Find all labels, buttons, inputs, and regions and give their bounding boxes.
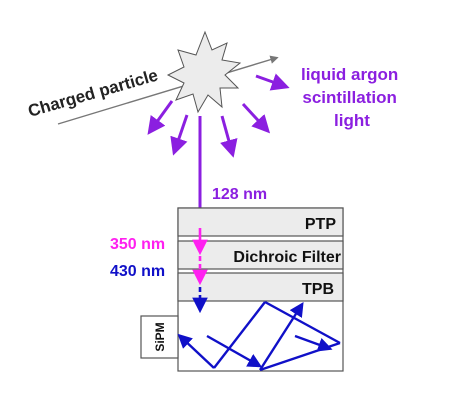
sipm-label: SiPM bbox=[153, 322, 167, 351]
scintillation-label-line1: liquid argon bbox=[301, 65, 398, 84]
scintillation-label: liquid argon scintillation light bbox=[301, 65, 403, 130]
particle-track bbox=[57, 55, 279, 125]
reflection-path bbox=[213, 301, 266, 369]
emission-arrow bbox=[170, 114, 189, 156]
wavelength-430: 430 nm bbox=[110, 263, 165, 280]
reflection-paths bbox=[177, 300, 341, 372]
reflection-path bbox=[177, 333, 215, 369]
layer-dichroic-label: Dichroic Filter bbox=[233, 249, 341, 266]
layer-tpb-label: TPB bbox=[302, 281, 334, 298]
emission-arrow bbox=[255, 73, 290, 91]
particle-label: Charged particle bbox=[26, 66, 160, 121]
emission-arrow bbox=[220, 115, 238, 158]
reflection-path bbox=[264, 300, 341, 345]
layer-ptp bbox=[177, 207, 344, 237]
emission-arrow bbox=[241, 102, 271, 134]
scintillation-label-line2: scintillation bbox=[302, 88, 396, 107]
scintillation-burst-icon bbox=[166, 30, 242, 114]
emission-arrow bbox=[147, 100, 174, 135]
sipm-box bbox=[140, 315, 179, 359]
wavelength-128: 128 nm bbox=[212, 186, 267, 203]
scintillation-arrows bbox=[147, 73, 290, 226]
reflection-path bbox=[294, 334, 333, 352]
wavelength-350: 350 nm bbox=[110, 236, 165, 253]
reflection-path bbox=[206, 334, 263, 368]
layer-ptp-label: PTP bbox=[305, 216, 336, 233]
scintillation-label-line3: light bbox=[334, 111, 370, 130]
reflection-path bbox=[258, 301, 304, 371]
